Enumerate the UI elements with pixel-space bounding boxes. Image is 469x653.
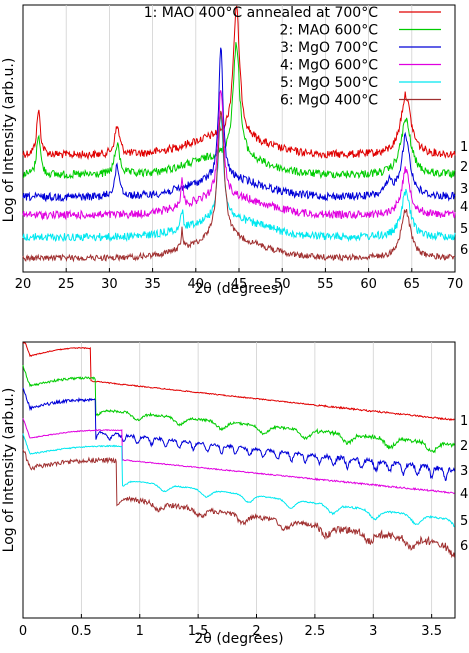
top-series-line-2 [23,42,456,180]
legend-entry-label: 3: MgO 700°C [280,40,378,56]
top-x-tick-label: 45 [231,277,248,292]
top-x-axis-label: 2θ (degrees) [194,281,283,297]
top-x-tick-label: 40 [188,277,205,292]
bottom-series-line-3 [22,387,455,482]
bottom-x-tick-label: 0 [19,624,27,639]
legend-entry-label: 4: MgO 600°C [280,58,378,74]
bottom-plot-frame [22,341,456,619]
top-x-tick-label: 50 [274,277,291,292]
bottom-x-tick-label: 3.5 [421,624,442,639]
top-series-line-6 [22,110,456,263]
top-x-ticks: 20 25 30 35 40 45 50 55 60 65 70 [15,268,464,292]
top-series-line-4 [22,90,456,221]
bottom-series-line-4 [22,418,455,495]
top-series-label: 6 [460,243,468,258]
top-series-label: 4 [460,200,468,215]
legend-entry-label: 6: MgO 400°C [280,93,378,109]
bottom-series-label: 2 [460,439,468,454]
top-x-tick-label: 70 [447,277,464,292]
bottom-chart-panel: 0 0.5 1 1.5 2 2.5 3 3.5 1 2 3 4 5 6 2θ (degrees) Log… [1,341,468,647]
bottom-series-line-6 [22,449,455,559]
top-series-labels: 1 2 3 4 5 6 [460,140,468,258]
bottom-x-tick-label: 1.5 [188,624,209,639]
legend-entry-label: 1: MAO 400°C annealed at 700°C [144,5,378,21]
bottom-series-label: 5 [460,514,468,529]
bottom-x-ticks: 0 0.5 1 1.5 2 2.5 3 3.5 [19,614,442,639]
top-series-label: 3 [460,182,468,197]
bottom-series-label: 3 [460,464,468,479]
bottom-x-tick-label: 3 [369,624,377,639]
bottom-x-tick-label: 2 [252,624,260,639]
top-x-tick-label: 25 [58,277,75,292]
top-x-tick-label: 60 [360,277,377,292]
top-series-group [22,5,456,263]
bottom-series-labels: 1 2 3 4 5 6 [460,414,468,554]
bottom-series-label: 6 [460,539,468,554]
bottom-x-axis-label: 2θ (degrees) [194,631,283,647]
top-x-tick-label: 55 [317,277,334,292]
bottom-grid [80,342,433,618]
legend-entry-label: 2: MAO 600°C [280,23,379,39]
bottom-series-line-5 [22,433,455,528]
top-x-tick-label: 20 [15,277,32,292]
top-series-label: 5 [460,222,468,237]
bottom-x-tick-label: 2.5 [305,624,326,639]
top-y-axis-label: Log of Intensity (arb.u.) [1,58,17,223]
top-series-line-5 [22,115,456,243]
top-series-line-3 [22,47,456,203]
bottom-x-tick-label: 1 [136,624,144,639]
bottom-series-label: 4 [460,487,468,502]
top-x-tick-label: 65 [404,277,421,292]
top-series-label: 2 [460,160,468,175]
bottom-series-group [22,342,455,559]
bottom-y-axis-label: Log of Intensity (arb.u.) [1,388,17,553]
top-x-tick-label: 35 [144,277,161,292]
top-x-tick-label: 30 [101,277,118,292]
bottom-series-line-2 [22,364,455,454]
bottom-series-line-1 [23,342,455,422]
top-series-label: 1 [460,140,468,155]
bottom-x-tick-label: 0.5 [71,624,92,639]
top-series-line-1 [22,5,456,161]
legend-entry-label: 5: MgO 500°C [280,75,378,91]
bottom-series-label: 1 [460,414,468,429]
top-legend: 1: MAO 400°C annealed at 700°C 2: MAO 600… [144,5,441,109]
